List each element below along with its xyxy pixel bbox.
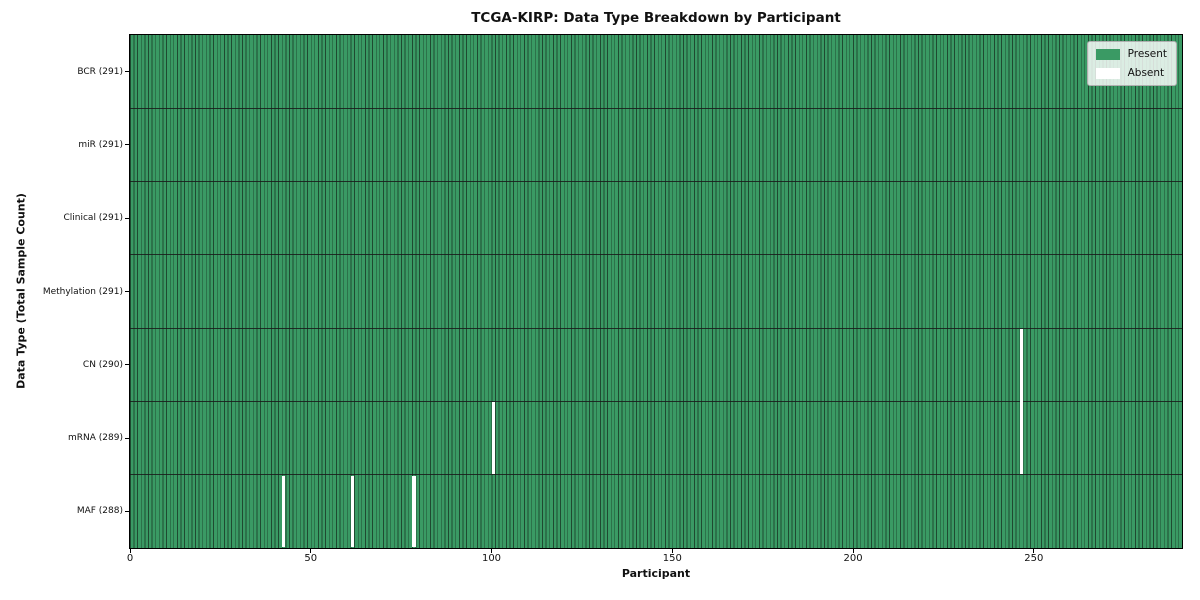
x-tick-label: 200: [843, 553, 863, 564]
present-swatch: [1095, 48, 1120, 60]
y-tick-mark: [125, 217, 129, 219]
y-tick-label: Clinical (291): [63, 213, 123, 224]
x-tick-mark: [1033, 549, 1035, 553]
absent-bar: [282, 475, 286, 547]
row-separator: [130, 107, 1182, 109]
x-tick-mark: [129, 549, 131, 553]
legend-label-present: Present: [1127, 48, 1167, 60]
legend-item-present: Present: [1095, 48, 1167, 60]
y-tick-mark: [125, 437, 129, 439]
y-tick-label: CN (290): [82, 359, 123, 370]
y-tick-mark: [125, 364, 129, 366]
chart-title: TCGA-KIRP: Data Type Breakdown by Partic…: [471, 10, 841, 26]
legend-label-absent: Absent: [1127, 67, 1165, 79]
absent-swatch: [1095, 67, 1120, 79]
plot-area: Present Absent: [129, 34, 1183, 549]
row-separator: [130, 254, 1182, 256]
y-tick-mark: [125, 144, 129, 146]
x-tick-label: 250: [1024, 553, 1044, 564]
y-tick-label: miR (291): [78, 139, 123, 150]
absent-bar: [412, 475, 416, 547]
x-tick-label: 150: [662, 553, 682, 564]
y-tick-label: BCR (291): [77, 66, 123, 77]
row-separator: [130, 400, 1182, 403]
absent-bar: [350, 475, 355, 547]
y-tick-mark: [125, 71, 129, 73]
y-tick-label: MAF (288): [76, 506, 123, 517]
y-tick-mark: [125, 291, 129, 292]
x-tick-mark: [852, 549, 854, 553]
y-tick-mark: [125, 510, 129, 512]
row-separator: [130, 180, 1182, 183]
x-tick-label: 50: [304, 553, 318, 564]
x-tick-label: 0: [126, 553, 134, 564]
x-axis-label: Participant: [621, 567, 691, 580]
absent-bar: [1019, 329, 1023, 474]
y-tick-label: mRNA (289): [68, 433, 123, 444]
legend-item-absent: Absent: [1095, 67, 1167, 79]
y-tick-label: Methylation (291): [42, 286, 123, 297]
x-tick-label: 100: [481, 553, 502, 564]
legend: Present Absent: [1086, 41, 1177, 86]
absent-bar: [491, 402, 496, 474]
row-separator: [130, 474, 1182, 476]
x-tick-mark: [310, 549, 312, 553]
x-tick-mark: [671, 549, 673, 553]
x-tick-mark: [491, 549, 492, 553]
row-separator: [130, 327, 1182, 329]
